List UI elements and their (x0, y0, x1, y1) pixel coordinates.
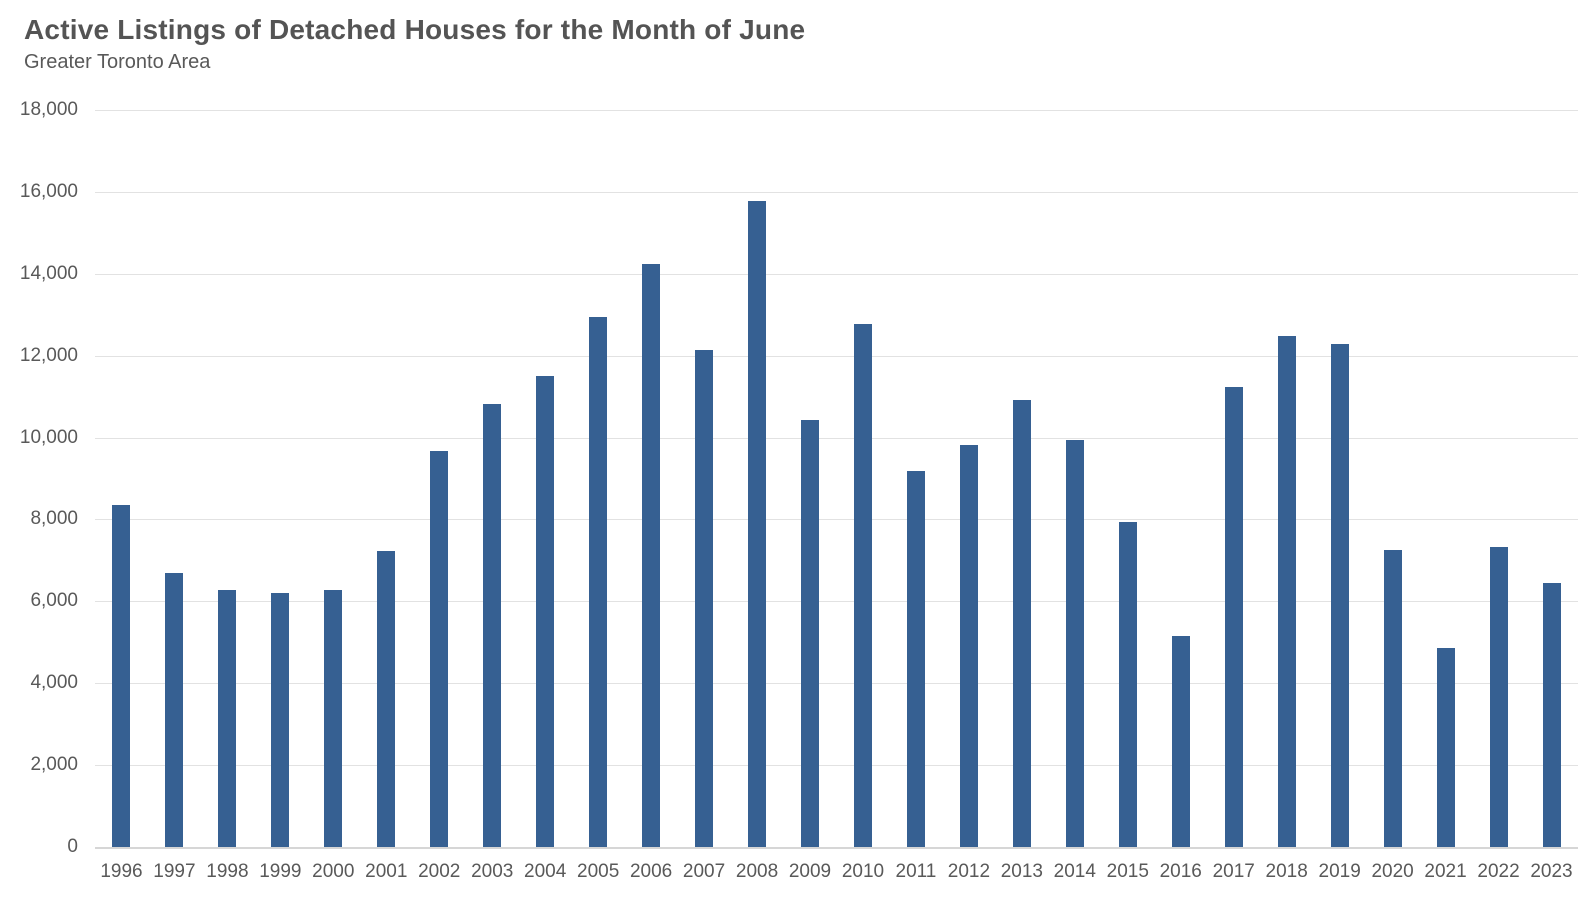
x-axis-tick-label-2017: 2017 (1212, 861, 1255, 882)
y-axis-tick-label: 18,000 (19, 99, 78, 120)
gridline (95, 110, 1578, 111)
x-axis-tick-label-2013: 2013 (1000, 861, 1043, 882)
x-axis-tick-label-2019: 2019 (1318, 861, 1361, 882)
bar-1999 (271, 593, 290, 847)
bar-2015 (1118, 522, 1137, 847)
gridline (95, 601, 1578, 603)
x-axis-tick-label-1999: 1999 (259, 861, 302, 882)
gridline (95, 273, 1578, 275)
bar-2008 (748, 201, 767, 847)
bar-2002 (430, 451, 449, 847)
bar-2016 (1171, 636, 1190, 847)
bar-2010 (853, 323, 872, 847)
y-axis: 0 2,000 4,000 6,000 8,000 10,000 12,000 14,000 1… (0, 99, 78, 857)
y-axis-tick-label: 8,000 (30, 508, 78, 530)
bar-2000 (324, 589, 343, 847)
plot-area (95, 110, 1578, 849)
bar-1996 (112, 505, 131, 847)
x-axis-tick-label-2011: 2011 (895, 861, 937, 882)
x-axis-tick-label-2000: 2000 (312, 861, 355, 882)
y-axis-tick-label: 0 (67, 836, 78, 857)
bar-2009 (801, 419, 820, 847)
x-axis-tick-label-2005: 2005 (577, 861, 620, 882)
x-axis-tick-label-2016: 2016 (1159, 861, 1202, 882)
y-axis-tick-label: 16,000 (19, 180, 78, 202)
x-axis-tick-label-1998: 1998 (206, 861, 249, 882)
gridline (95, 355, 1578, 357)
bar-2011 (906, 470, 925, 847)
y-axis-tick-label: 6,000 (30, 590, 78, 612)
bar-2007 (695, 349, 714, 847)
gridline (95, 765, 1578, 767)
bar-2004 (536, 375, 555, 847)
x-axis-tick-label-2008: 2008 (735, 861, 779, 882)
x-axis-tick-label-2007: 2007 (682, 861, 726, 882)
x-axis-tick-label-2015: 2015 (1106, 861, 1149, 882)
x-axis-tick-label-2010: 2010 (841, 861, 885, 882)
bar-2001 (377, 550, 396, 847)
gridline (95, 683, 1578, 685)
x-axis-tick-label-2021: 2021 (1424, 861, 1467, 882)
bar-2020 (1383, 550, 1402, 847)
bar-2022 (1489, 546, 1508, 847)
x-axis-tick-label-2023: 2023 (1530, 861, 1573, 882)
x-axis-tick-label-2018: 2018 (1265, 861, 1308, 882)
bar-2012 (959, 444, 978, 847)
bar-1998 (218, 589, 237, 847)
y-axis-tick-label: 12,000 (19, 344, 78, 366)
x-axis-tick-label-2014: 2014 (1053, 861, 1096, 882)
bar-2023 (1542, 582, 1561, 847)
x-axis-tick-label-1996: 1996 (100, 861, 143, 882)
x-axis-tick-label-2001: 2001 (365, 861, 408, 882)
chart-title: Active Listings of Detached Houses for t… (24, 14, 806, 45)
bar-2005 (589, 316, 608, 847)
x-axis-tick-label-1997: 1997 (153, 861, 196, 882)
bar-2014 (1065, 439, 1084, 847)
bar-1997 (165, 573, 184, 847)
x-axis: 1996 1997 1998 1999 2000 2001 2002 2003 2004 2005… (95, 861, 1578, 891)
y-axis-tick-label: 10,000 (19, 426, 78, 448)
x-axis-baseline (95, 847, 1578, 849)
bar-2006 (642, 263, 661, 847)
x-axis-tick-label-2002: 2002 (418, 861, 461, 882)
y-axis-tick-label: 4,000 (30, 672, 78, 694)
x-axis-tick-label-2009: 2009 (788, 861, 832, 882)
bar-2013 (1012, 400, 1031, 847)
gridline (95, 437, 1578, 439)
y-axis-tick-label: 14,000 (19, 262, 78, 284)
bar-2021 (1436, 647, 1455, 847)
x-axis-tick-label-2006: 2006 (629, 861, 673, 882)
bar-2018 (1277, 335, 1296, 847)
bar-2017 (1224, 386, 1243, 847)
x-axis-tick-label-2004: 2004 (524, 861, 567, 882)
gridline (95, 519, 1578, 521)
x-axis-tick-label-2022: 2022 (1477, 861, 1520, 882)
gridline (95, 191, 1578, 193)
x-axis-tick-label-2020: 2020 (1371, 861, 1414, 882)
y-axis-tick-label: 2,000 (30, 754, 78, 776)
x-axis-tick-label-2003: 2003 (471, 861, 514, 882)
x-axis-tick-label-2012: 2012 (947, 861, 991, 882)
chart-subtitle: Greater Toronto Area (24, 51, 211, 73)
bar-2019 (1330, 343, 1349, 847)
bar-2003 (483, 403, 502, 847)
